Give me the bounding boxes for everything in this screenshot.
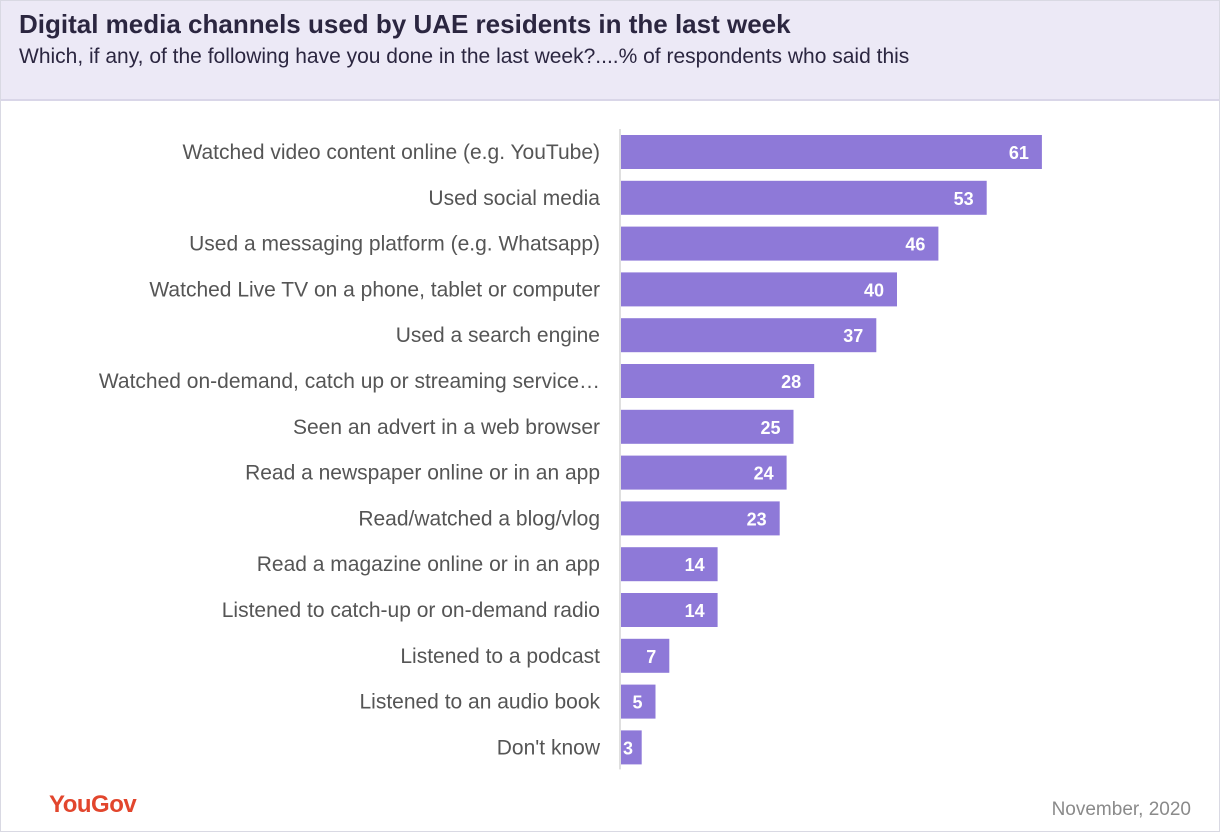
- chart-header: Digital media channels used by UAE resid…: [1, 1, 1219, 101]
- plot-area: Watched video content online (e.g. YouTu…: [1, 101, 1219, 791]
- value-label: 5: [632, 693, 642, 713]
- bar: [621, 135, 1042, 169]
- value-label: 23: [747, 509, 767, 529]
- category-label: Read a magazine online or in an app: [257, 553, 600, 576]
- category-label: Watched Live TV on a phone, tablet or co…: [149, 278, 600, 301]
- category-label: Listened to catch-up or on-demand radio: [222, 599, 600, 622]
- bar: [621, 684, 656, 719]
- category-label: Read/watched a blog/vlog: [358, 507, 600, 530]
- bar: [621, 730, 642, 765]
- category-label: Read a newspaper online or in an app: [245, 462, 600, 485]
- category-label: Used a messaging platform (e.g. Whatsapp…: [189, 233, 600, 256]
- value-label: 7: [646, 647, 656, 667]
- date-label: November, 2020: [1051, 799, 1191, 820]
- category-label: Seen an advert in a web browser: [293, 416, 600, 439]
- bar: [621, 180, 987, 215]
- value-label: 46: [905, 235, 925, 255]
- category-label: Used social media: [428, 187, 600, 210]
- bar: [621, 638, 670, 673]
- bar: [621, 272, 897, 307]
- category-label: Listened to a podcast: [400, 645, 600, 668]
- bar: [621, 318, 877, 353]
- value-label: 40: [864, 280, 884, 300]
- category-label: Used a search engine: [396, 324, 600, 347]
- bar-chart: Watched video content online (e.g. YouTu…: [99, 129, 1042, 770]
- chart-subtitle: Which, if any, of the following have you…: [19, 45, 910, 68]
- value-label: 61: [1009, 143, 1029, 163]
- bar: [621, 226, 939, 261]
- bar: [621, 547, 718, 582]
- bar: [621, 409, 794, 444]
- value-label: 14: [685, 555, 705, 575]
- bar: [621, 593, 718, 627]
- category-label: Don't know: [497, 736, 601, 759]
- value-label: 3: [623, 738, 633, 758]
- value-label: 37: [843, 326, 863, 346]
- bar: [621, 501, 780, 536]
- value-label: 24: [754, 464, 774, 484]
- value-label: 53: [954, 189, 974, 209]
- bar: [621, 364, 815, 398]
- bar: [621, 455, 787, 490]
- chart-title: Digital media channels used by UAE resid…: [19, 9, 791, 39]
- category-label: Watched on-demand, catch up or streaming…: [99, 370, 600, 393]
- category-label: Listened to an audio book: [359, 691, 600, 714]
- value-label: 28: [781, 372, 801, 392]
- value-label: 14: [685, 601, 705, 621]
- value-label: 25: [760, 418, 780, 438]
- yougov-logo: YouGov: [49, 791, 137, 818]
- category-label: Watched video content online (e.g. YouTu…: [182, 141, 600, 164]
